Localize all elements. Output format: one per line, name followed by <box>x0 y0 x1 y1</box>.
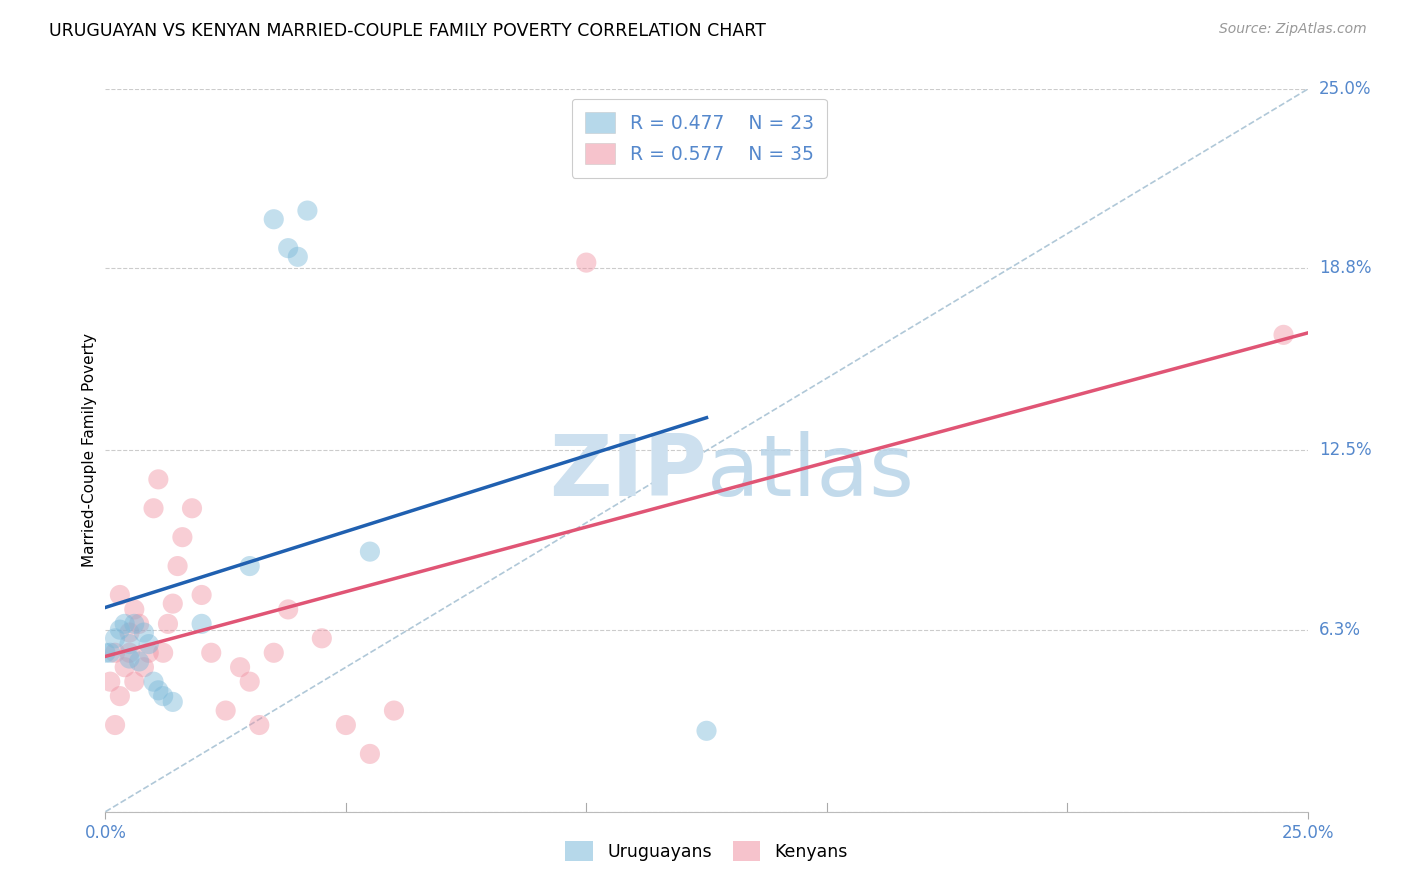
Point <box>229 660 252 674</box>
Point <box>108 588 131 602</box>
Text: Source: ZipAtlas.com: Source: ZipAtlas.com <box>1219 22 1367 37</box>
Point <box>263 646 285 660</box>
Point <box>114 616 136 631</box>
Point <box>104 718 127 732</box>
Point <box>190 616 212 631</box>
Text: atlas: atlas <box>707 431 914 514</box>
Point <box>104 632 127 646</box>
Text: 25.0%: 25.0% <box>1319 80 1371 98</box>
Point <box>108 689 131 703</box>
Text: 6.3%: 6.3% <box>1319 621 1361 639</box>
Point <box>132 625 155 640</box>
Point <box>200 646 222 660</box>
Point <box>190 588 212 602</box>
Point <box>287 250 309 264</box>
Text: URUGUAYAN VS KENYAN MARRIED-COUPLE FAMILY POVERTY CORRELATION CHART: URUGUAYAN VS KENYAN MARRIED-COUPLE FAMIL… <box>49 22 766 40</box>
Point <box>118 625 141 640</box>
Point <box>162 695 184 709</box>
Point <box>108 623 131 637</box>
Point <box>148 472 170 486</box>
Y-axis label: Married-Couple Family Poverty: Married-Couple Family Poverty <box>82 334 97 567</box>
Point <box>166 559 188 574</box>
Point <box>98 646 121 660</box>
Point <box>128 616 150 631</box>
Point <box>156 616 179 631</box>
Point <box>132 660 155 674</box>
Point <box>162 597 184 611</box>
Point <box>263 212 285 227</box>
Point <box>239 559 262 574</box>
Point <box>148 683 170 698</box>
Point <box>128 655 150 669</box>
Text: ZIP: ZIP <box>548 431 707 514</box>
Point <box>696 723 718 738</box>
Text: 18.8%: 18.8% <box>1319 260 1371 277</box>
Point <box>214 704 236 718</box>
Point <box>98 674 121 689</box>
Point <box>1272 327 1295 342</box>
Point <box>575 255 598 269</box>
Point <box>118 651 141 665</box>
Point <box>311 632 333 646</box>
Point <box>277 241 299 255</box>
Point <box>138 637 160 651</box>
Point <box>181 501 204 516</box>
Point <box>247 718 270 732</box>
Point <box>152 646 174 660</box>
Point <box>152 689 174 703</box>
Point <box>277 602 299 616</box>
Legend: Uruguayans, Kenyans: Uruguayans, Kenyans <box>558 834 855 868</box>
Point <box>335 718 357 732</box>
Point <box>142 501 165 516</box>
Point <box>172 530 194 544</box>
Point <box>239 674 262 689</box>
Point <box>382 704 405 718</box>
Text: 12.5%: 12.5% <box>1319 442 1371 459</box>
Point <box>297 203 319 218</box>
Point <box>104 646 127 660</box>
Point <box>124 602 146 616</box>
Point <box>114 660 136 674</box>
Point <box>142 674 165 689</box>
Point <box>359 544 381 558</box>
Point <box>94 646 117 660</box>
Point <box>124 674 146 689</box>
Point <box>118 646 141 660</box>
Point <box>124 616 146 631</box>
Point <box>359 747 381 761</box>
Point <box>138 646 160 660</box>
Point <box>118 637 141 651</box>
